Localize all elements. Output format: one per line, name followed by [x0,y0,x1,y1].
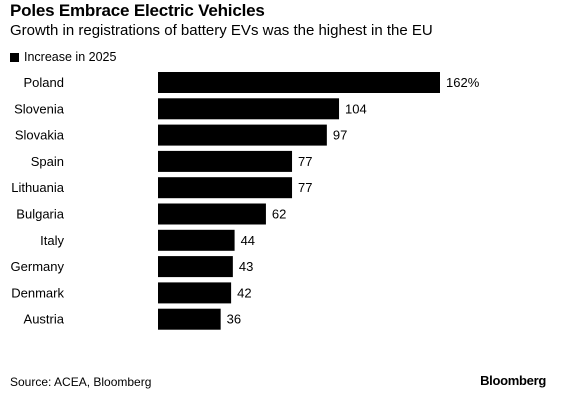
bar [158,308,221,330]
category-label: Spain [31,154,64,169]
value-label: 77 [298,154,312,169]
category-label: Denmark [11,285,64,300]
value-label: 42 [237,285,251,300]
bar [158,98,340,120]
bar [158,72,440,93]
value-label: 97 [333,128,347,143]
value-label: 77 [298,180,312,195]
category-label: Slovenia [14,101,65,116]
bar [158,150,293,172]
value-label: 44 [241,233,255,248]
bar [158,229,235,251]
category-label: Lithuania [11,180,65,195]
legend-swatch [10,52,19,62]
bloomberg-logo: Bloomberg [480,373,546,388]
bar [158,203,266,225]
bar [158,256,233,278]
chart-subtitle: Growth in registrations of battery EVs w… [10,22,433,39]
bar [158,282,232,304]
value-label: 104 [345,101,367,116]
category-label: Bulgaria [16,207,64,222]
chart-title: Poles Embrace Electric Vehicles [10,1,265,20]
value-label: 43 [239,259,253,274]
category-label: Poland [24,75,64,90]
value-label: 162% [446,75,480,90]
source-note: Source: ACEA, Bloomberg [10,375,152,389]
bar-chart: Poland 162% Slovenia 104 Slovakia 97 Spain 77 Li… [11,72,480,330]
category-label: Germany [11,259,65,274]
legend-label: Increase in 2025 [24,50,117,64]
legend: Increase in 2025 [10,50,116,64]
value-label: 62 [272,207,286,222]
category-label: Slovakia [15,128,65,143]
value-label: 36 [227,312,241,327]
bar [158,124,327,146]
category-label: Austria [24,312,65,327]
bar [158,177,293,199]
category-label: Italy [40,233,64,248]
